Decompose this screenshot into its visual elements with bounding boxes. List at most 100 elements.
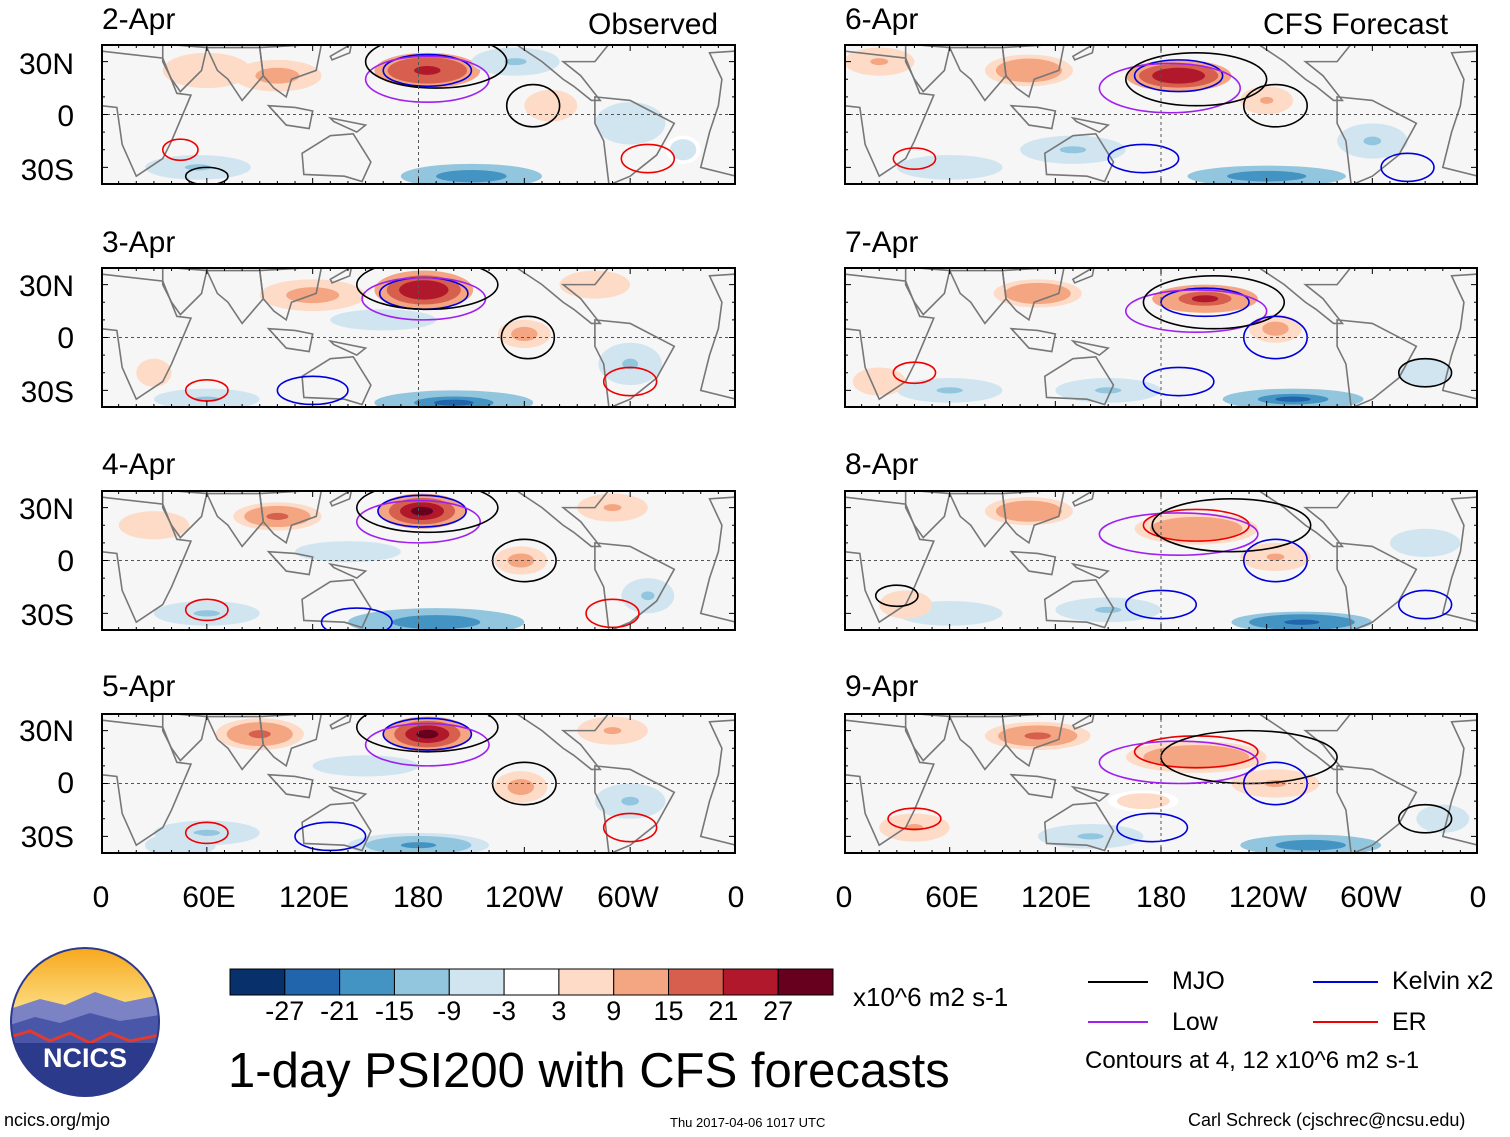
colorbar-box [393, 968, 450, 996]
coastline [514, 490, 611, 548]
coastline [327, 785, 368, 803]
psi-anomaly-shading [1191, 295, 1219, 303]
coastline [1336, 764, 1418, 854]
psi-anomaly-shading [1026, 289, 1049, 297]
psi-anomaly-shading [149, 369, 159, 377]
colorbar-tick-label: 9 [606, 996, 622, 1026]
coastline [101, 719, 193, 847]
coastline [1070, 116, 1111, 134]
psi-anomaly-shading [1059, 146, 1087, 154]
wave-contour [1133, 59, 1224, 93]
lon-label-obs-360: 0 [727, 881, 745, 914]
units-label: x10^6 m2 s-1 [853, 982, 1009, 1012]
legend-lines [1088, 981, 1378, 1023]
wave-contour [184, 821, 229, 845]
footer-author: Carl Schreck (cjschrec@ncsu.edu) [1188, 1110, 1466, 1130]
psi-anomaly-shading [936, 610, 963, 617]
ncics-logo-text: NCICS [43, 1043, 127, 1073]
psi-anomaly-shading [1178, 753, 1214, 762]
lat-label-30s-row3: 30S [20, 599, 74, 632]
coastline [329, 44, 353, 61]
footer-url: ncics.org/mjo [4, 1110, 111, 1130]
psi-anomaly-shading [171, 842, 190, 849]
coastline [594, 764, 676, 854]
coastline [1441, 273, 1478, 401]
coastline [327, 339, 368, 357]
psi-anomaly-shading [1017, 66, 1040, 75]
coastline [1441, 50, 1478, 178]
lon-label-obs-60e: 60E [182, 881, 236, 914]
psi-anomaly-shading [544, 101, 558, 110]
lat-label-eq-row1: 0 [57, 100, 74, 133]
psi-anomaly-shading [453, 173, 490, 180]
coastline [258, 44, 323, 99]
coastline [258, 490, 323, 545]
wave-contour [1142, 275, 1286, 330]
wave-contour [892, 361, 937, 385]
colorbar-box [722, 968, 779, 996]
coastline [329, 490, 353, 507]
colorbar-box [339, 968, 395, 996]
colorbar-box [448, 968, 505, 996]
lat-label-30s-row4: 30S [20, 821, 74, 854]
coastline [699, 719, 736, 847]
wave-contour [355, 267, 499, 311]
coastline [1071, 713, 1095, 730]
coastline [266, 104, 314, 130]
psi-anomaly-shading [603, 504, 622, 512]
wave-contour [1098, 512, 1259, 557]
psi-anomaly-shading [621, 118, 639, 129]
footer-timestamp: Thu 2017-04-06 1017 UTC [670, 1115, 826, 1130]
lon-label-fc-60e: 60E [925, 881, 979, 914]
psi-anomaly-shading [433, 399, 474, 406]
psi-anomaly-shading [414, 66, 441, 75]
coastline [1256, 490, 1353, 548]
coastline [1043, 802, 1115, 852]
lon-label-fc-360: 0 [1469, 881, 1487, 914]
psi-anomaly-shading [622, 358, 639, 370]
psi-anomaly-shading [266, 512, 289, 520]
psi-anomaly-shading [1134, 798, 1153, 804]
colorbar-tick-label: -21 [320, 996, 360, 1026]
psi-anomaly-shading [936, 164, 963, 171]
psi-anomaly-shading [870, 58, 889, 66]
lat-label-30n-row1: 30N [18, 48, 74, 81]
psi-anomaly-shading [266, 71, 289, 80]
chart-title: 1-day PSI200 with CFS forecasts [228, 1044, 950, 1098]
wave-contour [355, 490, 499, 534]
coastline [301, 802, 372, 852]
colorbar-tick-label: -27 [265, 996, 305, 1026]
psi-anomaly-shading [1418, 369, 1432, 377]
coastline [101, 496, 193, 624]
panel-title-fc-2: 7-Apr [845, 226, 919, 259]
colorbar-tick-label: 27 [763, 996, 794, 1026]
wave-contour [320, 607, 393, 631]
coastline [1071, 267, 1095, 284]
lon-label-obs-180: 180 [392, 881, 444, 914]
legend-label-low: Low [1172, 1008, 1218, 1036]
coastline [1009, 327, 1057, 353]
panel-title-obs-1: 2-Apr [102, 3, 176, 36]
psi-anomaly-shading [514, 556, 528, 565]
wave-contour [184, 598, 229, 622]
coastline [1336, 95, 1418, 185]
wave-contour [505, 83, 561, 128]
psi-anomaly-shading [603, 727, 622, 735]
lat-label-eq-row3: 0 [57, 545, 74, 578]
wave-contour [1151, 498, 1312, 553]
panel-title-obs-3: 4-Apr [102, 448, 176, 481]
coastline [1071, 490, 1095, 507]
coastline [101, 50, 193, 178]
psi-anomaly-shading [1017, 507, 1040, 515]
colorbar-tick-label: 3 [551, 996, 567, 1026]
psi-anomaly-shading [414, 618, 459, 626]
coastline [1441, 719, 1478, 847]
psi-anomaly-shading [1246, 173, 1287, 179]
coastline [1070, 339, 1111, 357]
wave-contour [1124, 52, 1268, 107]
coastline [1336, 318, 1418, 408]
wave-contour [1160, 287, 1250, 318]
lat-label-30s-row1: 30S [20, 154, 74, 187]
coastline [1070, 785, 1111, 803]
coastline [594, 541, 676, 631]
